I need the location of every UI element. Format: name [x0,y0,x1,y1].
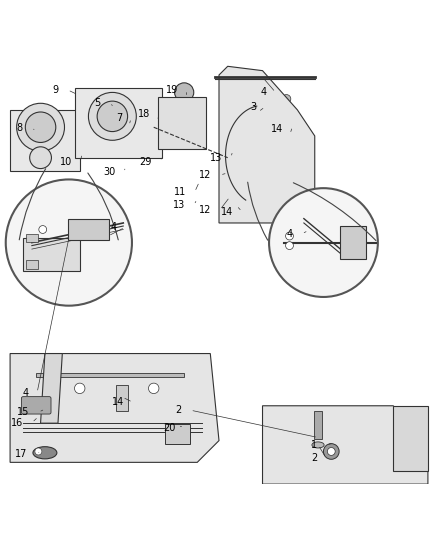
Text: 5: 5 [94,98,101,108]
Circle shape [327,448,335,455]
FancyBboxPatch shape [228,154,262,188]
Text: 8: 8 [16,123,22,133]
Circle shape [74,383,85,393]
Circle shape [6,180,132,305]
Text: 4: 4 [287,229,293,239]
Polygon shape [393,406,428,471]
FancyBboxPatch shape [339,226,366,259]
Circle shape [286,241,293,249]
Polygon shape [219,66,315,223]
Text: 14: 14 [271,124,283,134]
Circle shape [39,225,47,233]
Text: 14: 14 [221,207,233,216]
Circle shape [148,383,159,393]
Circle shape [282,112,291,120]
Text: 3: 3 [250,102,256,112]
Text: 30: 30 [103,167,116,177]
Circle shape [17,103,64,151]
Circle shape [246,176,253,183]
Text: 4: 4 [22,387,28,398]
Text: 13: 13 [173,200,185,210]
Circle shape [88,92,136,140]
FancyBboxPatch shape [23,238,80,271]
Text: 12: 12 [199,205,211,215]
Text: 4: 4 [110,222,116,232]
FancyBboxPatch shape [26,234,39,242]
Circle shape [25,112,56,142]
Text: 10: 10 [60,157,72,167]
Circle shape [246,161,253,168]
Text: 17: 17 [15,449,28,458]
Circle shape [233,176,240,183]
FancyBboxPatch shape [166,424,190,444]
Circle shape [282,94,291,103]
Text: 15: 15 [18,407,30,417]
Text: 7: 7 [116,113,122,123]
Text: 4: 4 [261,87,267,98]
Polygon shape [36,373,184,377]
Text: 16: 16 [11,418,23,428]
Text: 19: 19 [166,85,178,95]
Circle shape [246,168,253,175]
Polygon shape [262,406,428,484]
Circle shape [323,443,339,459]
Polygon shape [10,353,219,462]
Circle shape [286,232,293,240]
Circle shape [35,448,42,455]
Text: 12: 12 [199,170,211,180]
FancyBboxPatch shape [75,88,162,158]
Text: 13: 13 [210,152,222,163]
Text: 9: 9 [53,85,59,95]
Circle shape [233,161,240,168]
Circle shape [282,130,291,138]
FancyBboxPatch shape [21,397,51,414]
Text: 20: 20 [163,423,176,433]
Circle shape [30,147,51,168]
Text: 11: 11 [174,187,186,197]
Text: 2: 2 [175,405,182,415]
FancyBboxPatch shape [314,411,322,439]
FancyBboxPatch shape [67,220,110,239]
Text: 29: 29 [139,157,152,167]
Polygon shape [41,353,62,423]
Circle shape [269,188,378,297]
FancyBboxPatch shape [158,97,206,149]
Circle shape [175,83,194,102]
Ellipse shape [312,442,324,448]
FancyBboxPatch shape [26,261,39,269]
Circle shape [233,168,240,175]
Ellipse shape [33,447,57,459]
FancyBboxPatch shape [10,110,80,171]
Text: 18: 18 [138,109,150,119]
Circle shape [97,101,127,132]
Text: 14: 14 [112,397,124,407]
Text: 1: 1 [311,440,318,450]
Text: 2: 2 [311,453,318,463]
FancyBboxPatch shape [116,385,128,411]
